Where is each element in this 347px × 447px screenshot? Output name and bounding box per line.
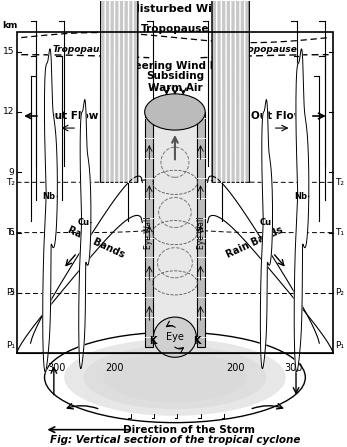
Text: km: km	[2, 21, 17, 30]
Polygon shape	[43, 49, 57, 372]
Ellipse shape	[145, 94, 205, 130]
Text: Out Flow: Out Flow	[251, 111, 304, 121]
Text: 12: 12	[3, 107, 14, 117]
Polygon shape	[100, 0, 175, 182]
Text: Fig: Vertical section of the tropical cyclone: Fig: Vertical section of the tropical cy…	[50, 435, 300, 445]
Ellipse shape	[153, 317, 196, 357]
Text: K: K	[149, 336, 156, 346]
Ellipse shape	[84, 346, 266, 409]
Text: Cu: Cu	[78, 218, 90, 227]
Text: P₂: P₂	[335, 288, 344, 297]
Text: P₂: P₂	[6, 288, 15, 297]
Text: Out Flow: Out Flow	[46, 111, 99, 121]
Text: P₁: P₁	[6, 341, 15, 350]
Text: 9: 9	[9, 168, 14, 177]
Bar	[153, 112, 197, 347]
Polygon shape	[145, 112, 153, 347]
Text: 15: 15	[3, 47, 14, 56]
Text: Undisturbed Winds: Undisturbed Winds	[115, 4, 235, 14]
Text: 300: 300	[47, 363, 65, 373]
Text: 200: 200	[105, 363, 124, 373]
Text: P₁: P₁	[335, 341, 344, 350]
Bar	[17, 32, 333, 353]
Text: Tropopause: Tropopause	[141, 24, 209, 34]
Text: Steering Wind Flow: Steering Wind Flow	[122, 61, 237, 71]
Text: Nb: Nb	[294, 192, 307, 201]
Polygon shape	[294, 49, 309, 372]
Text: Nb: Nb	[43, 192, 56, 201]
Text: T₂: T₂	[6, 178, 15, 187]
Text: 200: 200	[226, 363, 245, 373]
Text: Eye: Eye	[166, 332, 184, 342]
Text: K: K	[194, 336, 201, 346]
Text: 6: 6	[9, 228, 14, 237]
Polygon shape	[197, 112, 205, 347]
Text: T₂: T₂	[335, 178, 344, 187]
Text: T₁: T₁	[335, 228, 344, 237]
Text: Tropopause: Tropopause	[239, 45, 297, 54]
Polygon shape	[175, 0, 249, 182]
Text: Rain Bands: Rain Bands	[66, 225, 126, 260]
Text: 3: 3	[9, 288, 14, 297]
Text: Subsiding
Warm Air: Subsiding Warm Air	[146, 71, 204, 93]
Text: Rain Bands: Rain Bands	[224, 225, 284, 260]
Text: T₁: T₁	[6, 228, 15, 237]
Text: Cu: Cu	[260, 218, 272, 227]
Text: Tropopause: Tropopause	[52, 45, 111, 54]
Text: Eye Wall: Eye Wall	[196, 216, 205, 249]
Polygon shape	[79, 100, 91, 369]
Polygon shape	[260, 100, 272, 369]
Ellipse shape	[103, 353, 247, 402]
Text: 300: 300	[285, 363, 303, 373]
Text: Direction of the Storm: Direction of the Storm	[123, 425, 255, 434]
Text: Eye Wall: Eye Wall	[144, 216, 153, 249]
Ellipse shape	[64, 339, 286, 416]
